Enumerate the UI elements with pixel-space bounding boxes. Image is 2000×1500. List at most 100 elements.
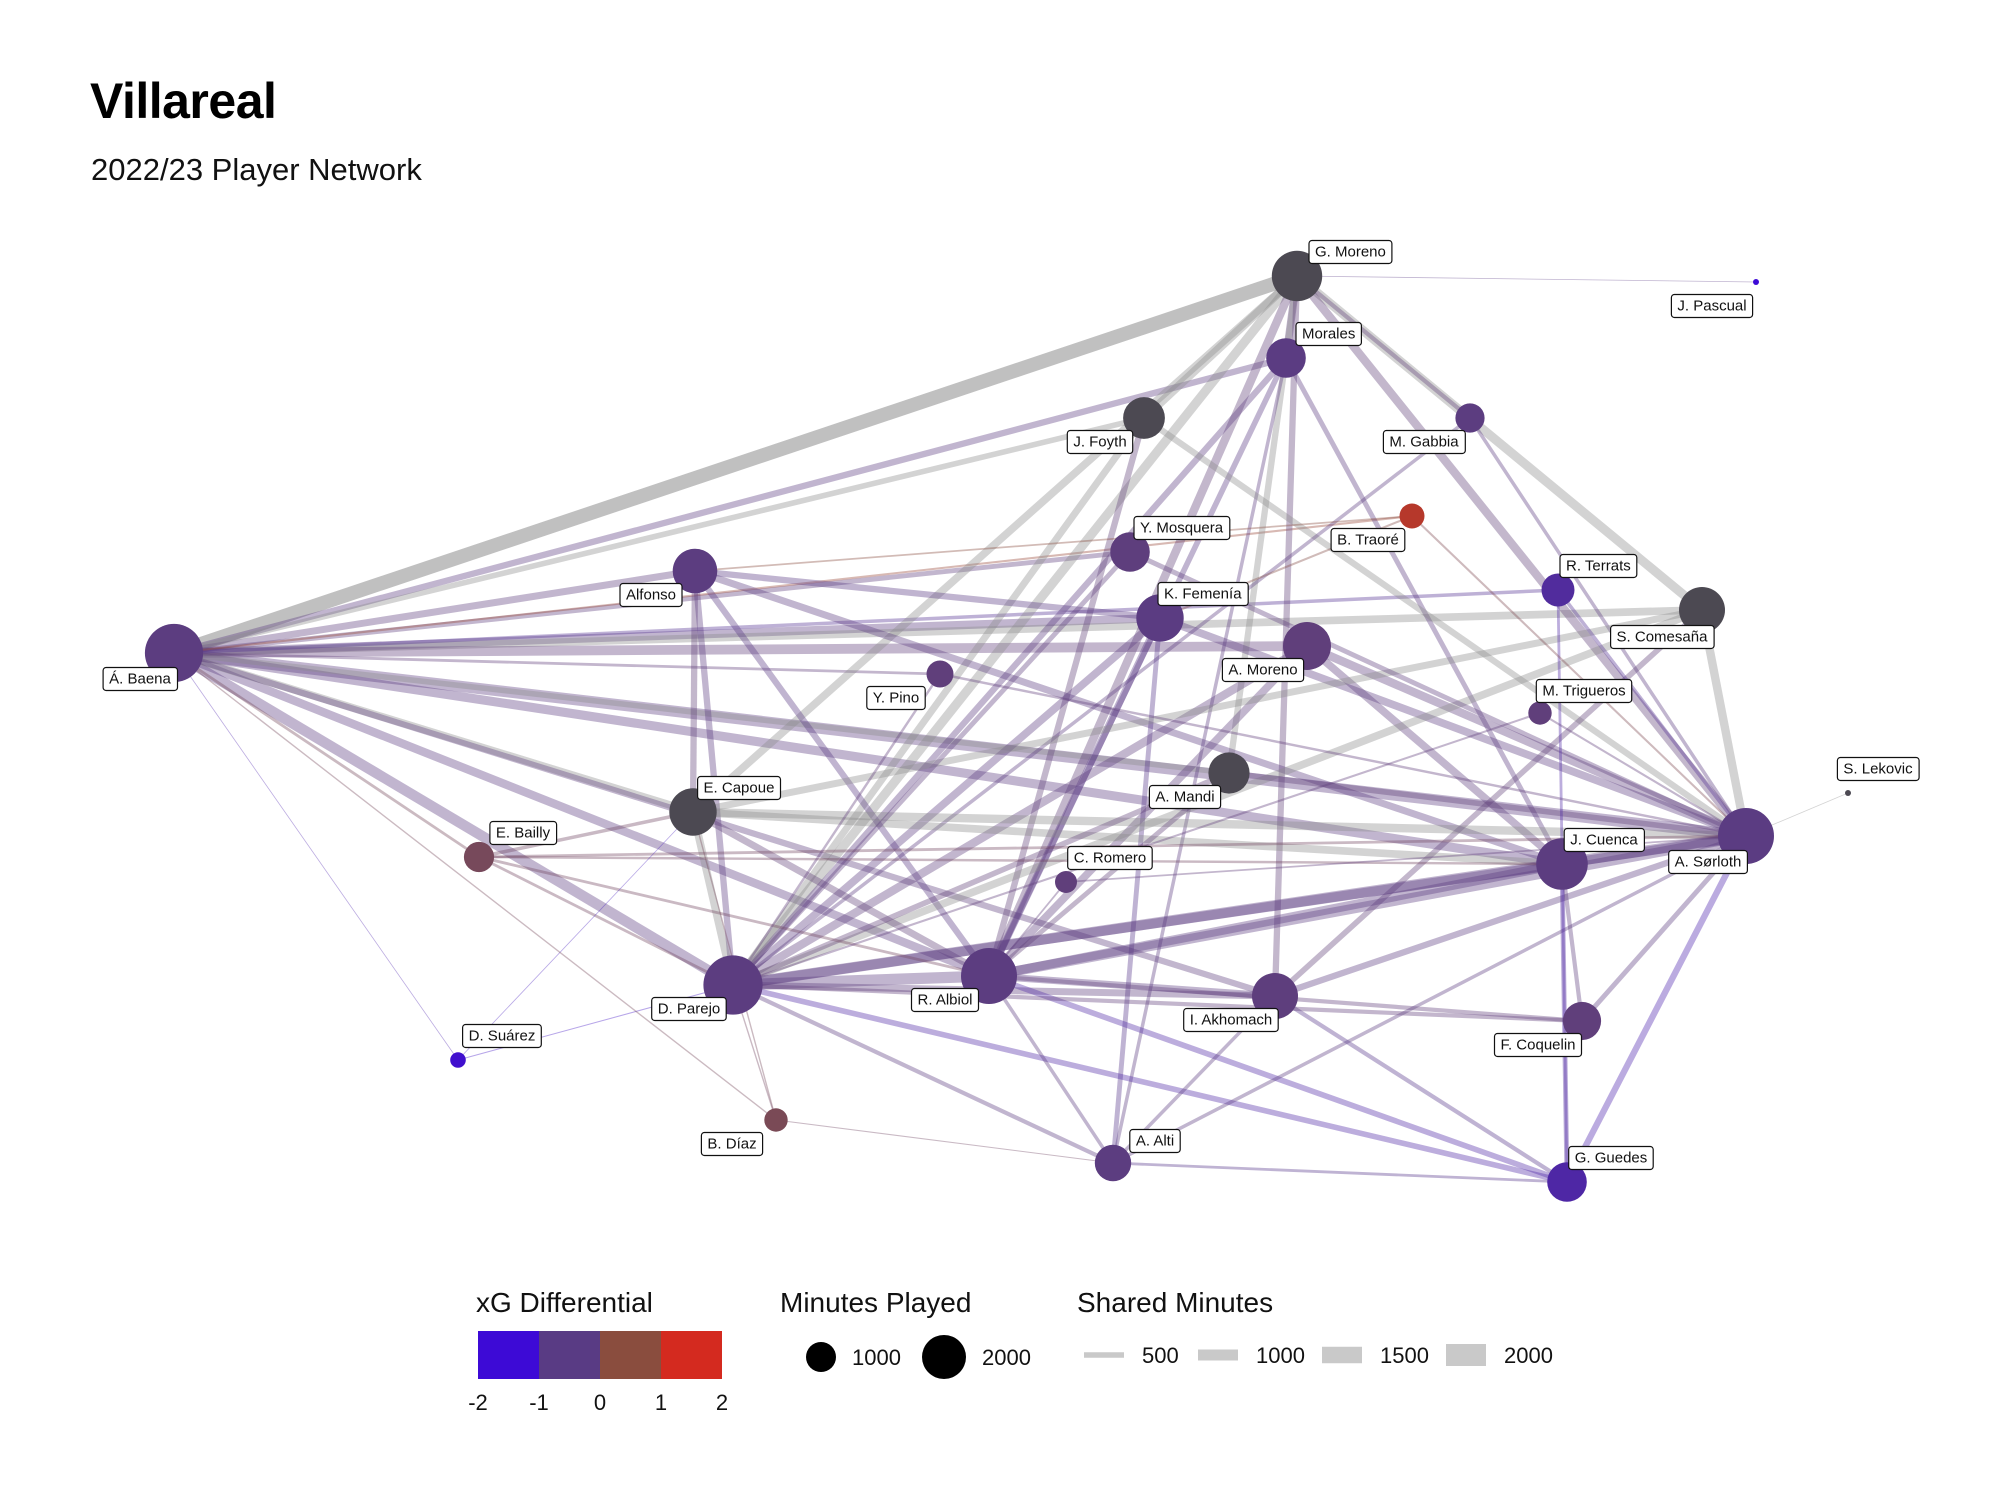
edge-j-cuenca-a-sorloth [1561, 831, 1747, 869]
edge-b-diaz-a-baena [173, 652, 777, 1121]
node-g-guedes [1547, 1162, 1587, 1202]
label-box [1066, 429, 1134, 455]
legend-xg-swatch-0 [478, 1331, 539, 1379]
legend-shared-swatch-500 [1084, 1352, 1124, 1358]
edge-a-baena-g-moreno [171, 269, 1300, 660]
node-label-j-cuenca: J. Cuenca [1563, 827, 1645, 853]
node-label-text: J. Pascual [1677, 298, 1746, 315]
node-label-b-traore: B. Traoré [1330, 527, 1406, 553]
edge-a-baena-alfonso [173, 567, 696, 657]
node-label-text: A. Mandi [1155, 789, 1214, 806]
label-box [1330, 527, 1406, 553]
node-j-foyth [1123, 397, 1165, 439]
node-label-d-parejo: D. Parejo [651, 996, 727, 1022]
edge-i-akhomach-g-guedes [1273, 994, 1569, 1184]
edge-j-cuenca-f-coquelin [1559, 863, 1585, 1022]
node-label-y-mosquera: Y. Mosquera [1133, 515, 1231, 541]
label-box [1133, 515, 1231, 541]
legend-xg-title: xG Differential [476, 1287, 653, 1318]
label-box [1295, 321, 1363, 347]
legend-minutes-circle-1000 [806, 1342, 836, 1372]
edge-g-moreno-e-capoue [690, 273, 1300, 815]
edge-r-albiol-i-akhomach [988, 972, 1276, 1000]
edge-d-parejo-e-bailly [478, 855, 734, 987]
label-box [489, 820, 558, 846]
edge-alfonso-r-albiol [692, 569, 992, 978]
label-box [651, 996, 727, 1022]
edge-k-femenia-d-parejo [730, 615, 1163, 988]
node-c-romero [1055, 871, 1077, 893]
edge-a-baena-j-foyth [173, 415, 1145, 656]
node-label-text: Á. Baena [109, 671, 171, 688]
node-label-a-sorloth: A. Sørloth [1668, 849, 1748, 875]
edge-a-moreno-a-sorloth [1305, 642, 1748, 840]
node-label-g-guedes: G. Guedes [1568, 1145, 1654, 1171]
node-label-text: B. Díaz [707, 1136, 756, 1153]
edge-a-baena-i-akhomach [173, 649, 1276, 1000]
node-b-diaz [764, 1108, 788, 1132]
node-label-c-romero: C. Romero [1067, 845, 1153, 871]
legend-minutes-entries: 1000 2000 [806, 1335, 1031, 1379]
edge-m-gabbia-a-sorloth [1468, 417, 1748, 837]
edge-e-bailly-j-cuenca [478, 855, 1563, 866]
label-box [1609, 624, 1715, 650]
legend-xg-ticks: -2 -1 0 1 2 [468, 1390, 728, 1415]
legend-shared-label-1000: 1000 [1256, 1343, 1305, 1368]
edge-morales-r-albiol [986, 356, 1289, 978]
label-box [1568, 1145, 1654, 1171]
legend-minutes-label-2000: 2000 [982, 1345, 1031, 1370]
legend-xg-colorbar [478, 1331, 722, 1379]
edge-a-baena-d-parejo [171, 648, 736, 990]
edge-r-albiol-a-alti [987, 975, 1115, 1164]
label-box [700, 1131, 764, 1157]
edge-alfonso-e-capoue [689, 570, 699, 813]
label-box [1067, 845, 1153, 871]
legend-xg-tick-2: 0 [594, 1390, 606, 1415]
node-i-akhomach [1252, 973, 1298, 1019]
node-s-comesana [1679, 587, 1725, 633]
edge-e-capoue-r-albiol [691, 808, 991, 980]
node-label-text: R. Terrats [1566, 558, 1631, 575]
node-label-alfonso: Alfonso [619, 582, 683, 608]
node-label-text: Y. Mosquera [1140, 520, 1224, 537]
node-label-a-moreno: A. Moreno [1221, 657, 1305, 683]
label-box [1183, 1007, 1279, 1033]
edge-d-parejo-g-guedes [732, 982, 1568, 1185]
node-label-text: M. Trigueros [1542, 683, 1625, 700]
node-label-text: D. Suárez [469, 1028, 536, 1045]
edge-m-gabbia-d-parejo [731, 416, 1472, 987]
edge-a-baena-r-terrats [173, 588, 1559, 655]
legend-xg-swatch-3 [661, 1331, 722, 1379]
node-s-lekovic [1845, 790, 1851, 796]
edge-e-capoue-j-cuenca [692, 808, 1563, 868]
node-label-y-pino: Y. Pino [866, 685, 926, 711]
edge-m-trigueros-a-sorloth [1539, 712, 1747, 837]
edge-a-baena-r-albiol [172, 649, 991, 980]
node-e-bailly [463, 841, 495, 873]
label-box [866, 685, 926, 711]
node-label-text: C. Romero [1074, 850, 1147, 867]
label-box [1129, 1128, 1181, 1154]
edge-a-baena-y-pino [173, 651, 941, 676]
node-label-d-suarez: D. Suárez [462, 1023, 542, 1049]
node-label-e-bailly: E. Bailly [489, 820, 558, 846]
edge-j-foyth-a-sorloth [1142, 415, 1748, 839]
edge-b-diaz-a-alti [775, 1119, 1114, 1164]
legend-shared-entries: 500 1000 1500 2000 [1084, 1343, 1553, 1368]
node-label-text: K. Femenía [1164, 586, 1242, 603]
legend-xg-differential: xG Differential -2 -1 0 1 2 [468, 1287, 728, 1415]
node-b-traore [1399, 503, 1425, 529]
legend-xg-swatch-2 [600, 1331, 661, 1379]
node-label-text: J. Cuenca [1570, 832, 1638, 849]
node-label-text: Alfonso [626, 587, 676, 604]
node-m-trigueros [1528, 701, 1552, 725]
legend-minutes-played: Minutes Played 1000 2000 [780, 1287, 1031, 1379]
node-label-text: A. Alti [1136, 1133, 1174, 1150]
edge-a-baena-e-bailly [173, 651, 480, 859]
node-label-m-gabbia: M. Gabbia [1382, 429, 1466, 455]
label-box [1535, 678, 1633, 704]
edge-j-foyth-r-albiol [985, 417, 1148, 977]
legend-xg-tick-3: 1 [655, 1390, 667, 1415]
legend-shared-swatch-1000 [1198, 1349, 1238, 1361]
